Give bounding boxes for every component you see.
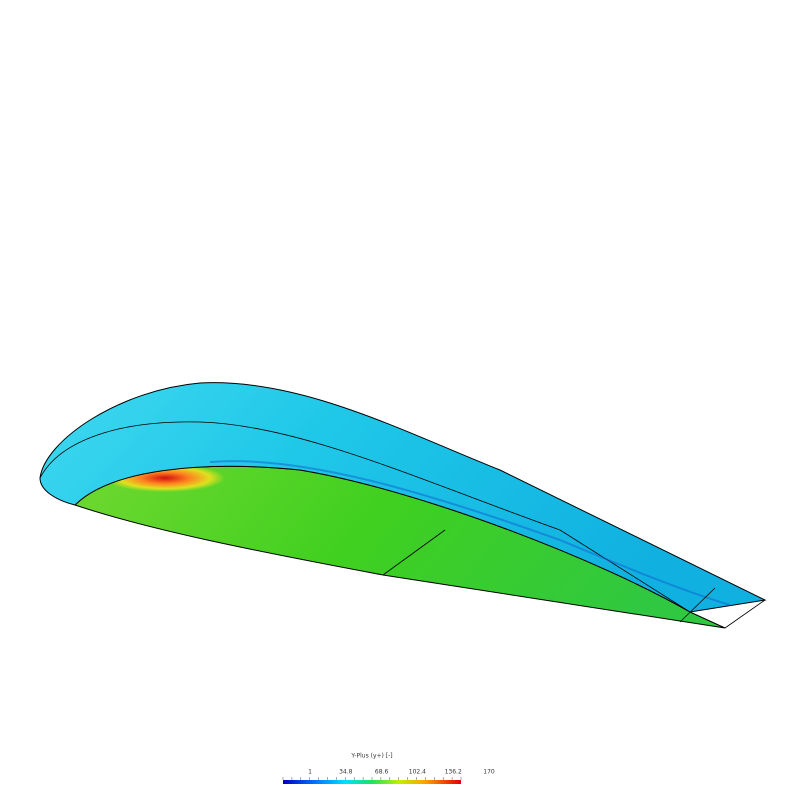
legend-tick-label: 34.8 — [339, 769, 353, 776]
legend-tick-label: 170 — [483, 769, 495, 776]
legend-tick-label: 68.6 — [375, 769, 389, 776]
leading-edge — [39, 421, 691, 613]
legend-title: Y-Plus (y+) [-] — [350, 753, 392, 760]
tip-edge — [724, 599, 766, 629]
color-legend: Y-Plus (y+) [-] 1 34.8 68.6 102.4 136.2 170 — [282, 753, 495, 784]
legend-tick-label: 1 — [308, 769, 312, 776]
upper-surface — [39, 382, 767, 613]
legend-tick-label: 102.4 — [409, 769, 426, 776]
legend-tick-label: 136.2 — [445, 769, 462, 776]
wing-model — [39, 382, 767, 629]
section-line — [679, 587, 716, 623]
blue-band — [209, 460, 731, 606]
legend-ticks: 1 34.8 68.6 102.4 136.2 170 — [282, 769, 495, 780]
colorbar — [283, 780, 461, 784]
section-line — [382, 529, 446, 576]
